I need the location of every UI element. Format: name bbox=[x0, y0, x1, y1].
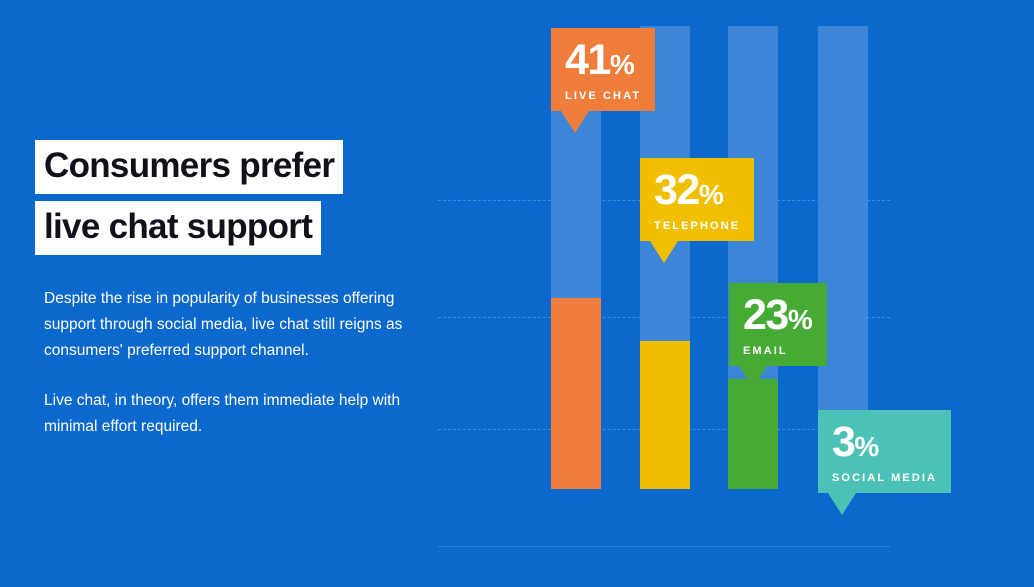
headline-line-2: live chat support bbox=[35, 201, 322, 255]
callout-value: 41% bbox=[565, 36, 635, 84]
callout-social-media: 3% SOCIAL MEDIA bbox=[818, 410, 952, 515]
callout-label: LIVE CHAT bbox=[565, 90, 642, 102]
callout-telephone: 32% TELEPHONE bbox=[640, 158, 755, 263]
callout-live-chat: 41% LIVE CHAT bbox=[551, 28, 656, 133]
headline-line-1: Consumers prefer bbox=[35, 140, 344, 194]
axis-baseline bbox=[438, 546, 890, 547]
callout-email: 23% EMAIL bbox=[729, 283, 827, 388]
callout-label: EMAIL bbox=[743, 345, 788, 357]
body-paragraph-2: Live chat, in theory, offers them immedi… bbox=[44, 392, 401, 435]
bar-email bbox=[728, 379, 778, 489]
text-column: Consumers prefer live chat support Despi… bbox=[35, 140, 425, 440]
page-title: Consumers prefer live chat support bbox=[35, 140, 425, 255]
body-paragraph-1: Despite the rise in popularity of busine… bbox=[44, 290, 403, 359]
callout-body: 3% SOCIAL MEDIA bbox=[818, 410, 952, 493]
speech-bubble-tail-icon bbox=[561, 111, 589, 133]
speech-bubble-tail-icon bbox=[739, 366, 767, 388]
callout-label: TELEPHONE bbox=[654, 220, 741, 232]
speech-bubble-tail-icon bbox=[828, 493, 856, 515]
callout-label: SOCIAL MEDIA bbox=[832, 472, 938, 484]
bar-live-chat bbox=[551, 298, 601, 489]
callout-body: 23% EMAIL bbox=[729, 283, 827, 366]
callout-value: 3% bbox=[832, 418, 880, 466]
body-copy: Despite the rise in popularity of busine… bbox=[35, 286, 422, 440]
callout-value: 32% bbox=[654, 166, 724, 214]
speech-bubble-tail-icon bbox=[650, 241, 678, 263]
callout-value: 23% bbox=[743, 291, 813, 339]
callout-body: 41% LIVE CHAT bbox=[551, 28, 656, 111]
bar-telephone bbox=[640, 341, 690, 489]
callout-body: 32% TELEPHONE bbox=[640, 158, 755, 241]
